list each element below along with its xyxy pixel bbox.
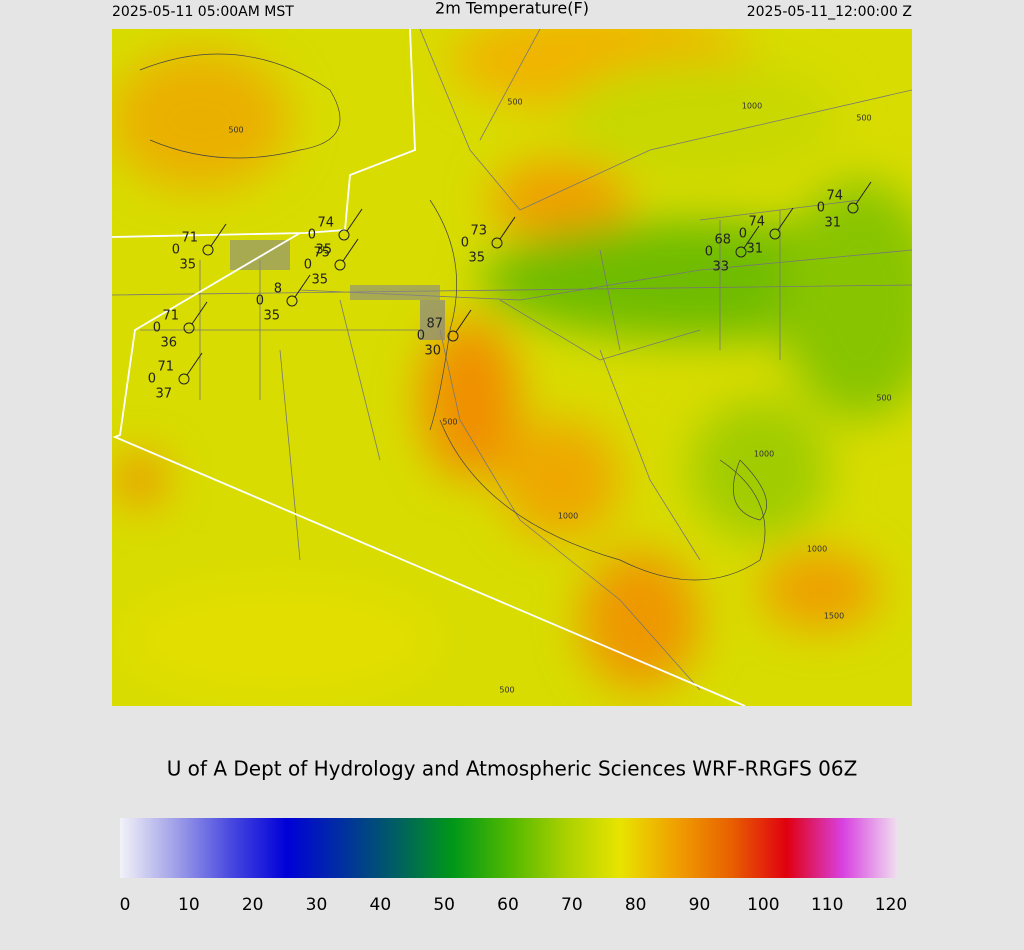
contour-label: 500 — [228, 126, 243, 135]
valid-local-time: 2025-05-11 05:00AM MST — [112, 4, 294, 20]
station-temperature: 73 — [470, 224, 487, 239]
station-dewpoint: 35 — [263, 309, 280, 324]
colorbar-tick-label: 80 — [625, 895, 647, 915]
contour-label: 500 — [856, 114, 871, 123]
wind-barb — [346, 208, 363, 232]
station-marker — [491, 237, 503, 249]
roads — [112, 29, 912, 691]
colorbar-tick-label: 110 — [811, 895, 843, 915]
map-title: 2m Temperature(F) — [435, 0, 589, 18]
contour-label: 1500 — [824, 612, 844, 621]
station-dewpoint: 31 — [746, 242, 763, 257]
station-temperature: 71 — [181, 231, 198, 246]
wind-barb — [743, 225, 760, 249]
station-temperature: 71 — [162, 309, 179, 324]
station-dewpoint: 31 — [824, 216, 841, 231]
contour-label: 500 — [876, 394, 891, 403]
station-marker — [334, 259, 346, 271]
colorbar-tick-label: 0 — [120, 895, 131, 915]
colorbar-tick-label: 60 — [497, 895, 519, 915]
colorbar — [120, 818, 898, 878]
wind-barb — [499, 216, 516, 240]
colorbar-tick-label: 100 — [747, 895, 779, 915]
station-dewpoint: 35 — [311, 273, 328, 288]
colorbar-tick-label: 20 — [242, 895, 264, 915]
contours — [139, 53, 768, 581]
station-marker — [178, 373, 190, 385]
station-temperature: 68 — [714, 233, 731, 248]
colorbar-tick-label: 30 — [306, 895, 328, 915]
wind-barb — [342, 238, 359, 262]
station-temperature: 74 — [826, 189, 843, 204]
station-dewpoint: 36 — [160, 336, 177, 351]
wind-barb — [855, 181, 872, 205]
wind-barb — [191, 301, 208, 325]
colorbar-tick-label: 40 — [370, 895, 392, 915]
wind-barb — [455, 309, 472, 333]
station-pressure: 0 — [817, 201, 825, 216]
station-pressure: 0 — [304, 258, 312, 273]
map — [112, 29, 912, 706]
station-temperature: 74 — [748, 215, 765, 230]
contour-labels: 500 500 1000 500 500 500 1000 1000 1000 1500 500 — [228, 98, 891, 695]
station-pressure: 0 — [461, 236, 469, 251]
station-pressure: 0 — [172, 243, 180, 258]
colorbar-tick-label: 50 — [433, 895, 455, 915]
station-temperature: 71 — [157, 360, 174, 375]
station-marker — [847, 202, 859, 214]
contour-label: 1000 — [558, 512, 578, 521]
station-marker — [286, 295, 298, 307]
station-pressure: 0 — [705, 245, 713, 260]
boundaries — [112, 29, 746, 706]
station-temperature: 74 — [317, 216, 334, 231]
colorbar-ticks: 0 10 20 30 40 50 60 70 80 90 100 110 120 — [120, 895, 908, 915]
station-dewpoint: 35 — [468, 251, 485, 266]
contour-label: 500 — [499, 686, 514, 695]
contour-label: 1000 — [754, 450, 774, 459]
colorbar-tick-label: 10 — [178, 895, 200, 915]
contour-label: 500 — [442, 418, 457, 427]
station-dewpoint: 35 — [179, 258, 196, 273]
station-temperature: 87 — [426, 317, 443, 332]
station-pressure: 0 — [739, 227, 747, 242]
station-dewpoint: 37 — [155, 387, 172, 402]
contour-label: 1000 — [742, 102, 762, 111]
station-marker — [338, 229, 350, 241]
station-dewpoint: 35 — [315, 243, 332, 258]
valid-utc-time: 2025-05-11_12:00:00 Z — [747, 4, 912, 20]
wind-barb — [210, 223, 227, 247]
contour-label: 500 — [507, 98, 522, 107]
wind-barb — [777, 207, 794, 231]
station-marker — [202, 244, 214, 256]
colorbar-tick-label: 90 — [689, 895, 711, 915]
station-marker — [183, 322, 195, 334]
station-pressure: 0 — [417, 329, 425, 344]
station-marker — [447, 330, 459, 342]
station-pressure: 0 — [148, 372, 156, 387]
wind-barb — [294, 274, 311, 298]
station-marker — [735, 246, 747, 258]
stations: 7103574035750358035710367103787030730356… — [148, 181, 872, 402]
station-dewpoint: 33 — [712, 260, 729, 275]
station-pressure: 0 — [153, 321, 161, 336]
station-temperature: 75 — [313, 246, 330, 261]
urban-areas — [230, 240, 445, 340]
credit: U of A Dept of Hydrology and Atmospheric… — [167, 757, 858, 781]
station-dewpoint: 30 — [424, 344, 441, 359]
station-temperature: 8 — [274, 282, 282, 297]
station-marker — [769, 228, 781, 240]
wind-barb — [186, 352, 203, 376]
colorbar-tick-label: 120 — [875, 895, 907, 915]
station-pressure: 0 — [308, 228, 316, 243]
station-pressure: 0 — [256, 294, 264, 309]
contour-label: 1000 — [807, 545, 827, 554]
colorbar-tick-label: 70 — [561, 895, 583, 915]
